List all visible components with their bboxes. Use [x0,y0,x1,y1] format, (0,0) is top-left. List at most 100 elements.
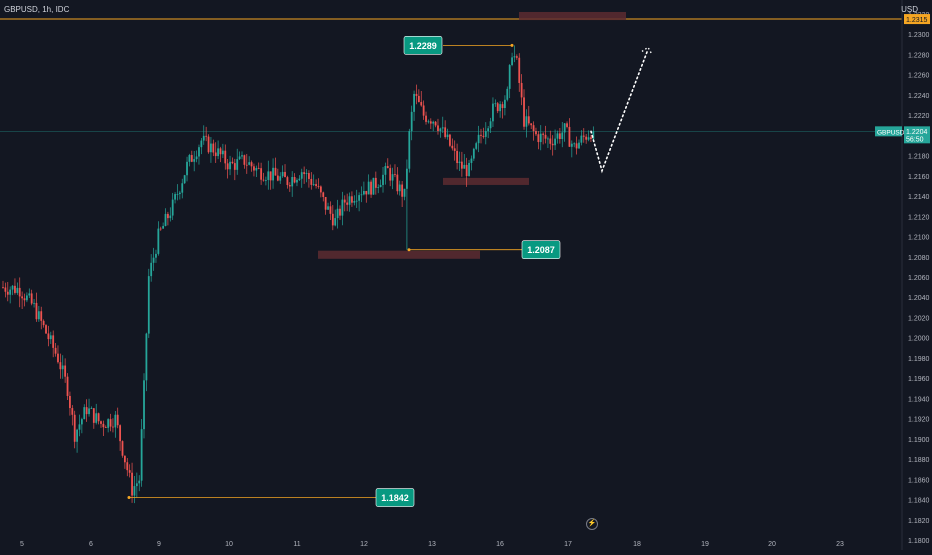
candle-body [556,133,559,139]
candle-body [508,65,511,89]
candle-body [224,150,227,164]
candle-body [126,462,129,471]
candle-body [513,56,516,58]
candle-body [35,302,38,320]
candle-body [210,143,212,153]
x-tick-label: 16 [496,541,504,548]
candle-body [269,171,272,181]
candle-body [250,162,253,167]
lightning-icon[interactable]: ⚡ [586,518,598,530]
candle-body [293,177,296,183]
candle-body [453,148,456,151]
candle-body [245,164,248,166]
candle-body [480,134,482,136]
candle-body [444,127,447,138]
mid-zone [443,177,529,185]
candle-body [308,173,310,179]
candle-body [374,177,377,188]
candle-body [527,116,530,124]
candle-body [501,104,504,109]
projection-path [590,48,649,174]
x-tick-label: 13 [428,541,436,548]
last-price-label: 1.2204 [906,129,928,136]
x-tick-label: 23 [836,541,844,548]
candle-body [525,116,528,127]
candle-body [200,140,203,148]
x-tick-label: 10 [225,541,233,548]
candle-body [109,419,112,427]
candle-body [492,103,494,122]
candle-body [26,295,28,301]
currency-label: USD [901,5,918,14]
y-tick-label: 1.2280 [908,52,930,59]
candle-body [138,480,141,484]
candle-body [243,155,246,165]
candle-body [121,441,124,456]
candle-body [427,121,430,123]
candle-body [303,172,306,174]
y-tick-label: 1.2100 [908,235,930,242]
candle-body [143,380,145,430]
candle-body [439,128,442,131]
candle-body [217,148,219,157]
candle-body [64,365,67,377]
candle-body [360,194,363,196]
candle-body [331,213,334,226]
candle-body [532,125,535,132]
candle-body [446,134,449,138]
candle-body [561,132,564,140]
candle-body [437,125,439,131]
candle-body [205,135,208,137]
candle-body [520,82,523,98]
candle-body [568,126,571,147]
candle-body [482,135,485,137]
candle-body [47,333,50,340]
candle-body [37,311,40,320]
candle-body [319,186,322,193]
candle-body [296,179,298,183]
candle-body [563,123,566,133]
candle-body [276,175,279,181]
candle-body [262,179,265,181]
candle-body [398,184,401,192]
candle-body [425,115,427,122]
candle-body [226,163,229,170]
candle-body [535,131,537,135]
candle-body [178,192,181,195]
candle-body [341,199,344,216]
y-tick-label: 1.2080 [908,255,930,262]
candle-body [530,123,533,126]
candle-body [190,155,193,162]
x-tick-label: 20 [768,541,776,548]
candle-body [145,333,148,381]
y-tick-label: 1.1980 [908,356,930,363]
x-tick-label: 12 [360,541,368,548]
candle-body [214,152,217,157]
y-tick-label: 1.2300 [908,32,930,39]
candle-body [475,143,478,149]
candle-body [157,228,160,254]
x-tick-label: 5 [20,541,24,548]
candle-body [52,335,55,348]
annotation-box [521,240,561,259]
candle-body [327,206,329,210]
candle-body [14,285,16,293]
candle-body [489,121,492,129]
candle-body [592,131,595,140]
x-tick-label: 6 [89,541,93,548]
candle-body [310,178,313,185]
candle-body [377,187,380,188]
candle-body [343,199,346,203]
candle-body [71,408,74,415]
candle-body [100,421,102,424]
candle-body [386,166,389,169]
candle-body [384,166,387,175]
candle-body [468,162,470,177]
candle-body [575,143,578,149]
candle-body [494,103,497,105]
candle-body [339,208,341,216]
candle-body [291,177,294,187]
candle-body [580,135,583,143]
